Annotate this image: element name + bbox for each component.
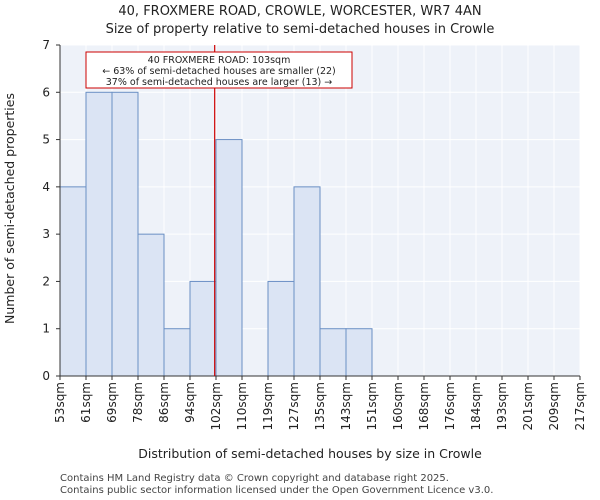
y-tick-label: 1 [42,322,50,336]
bar-135sqm [319,328,347,377]
histogram-chart: 0 1 2 3 4 5 6 7 53sqm 61sqm 69sqm 78sqm 86sqm 94sqm 10… [2,38,587,461]
x-tick-label: 201sqm [521,382,535,430]
footer-attribution-2: Contains public sector information licen… [60,485,494,496]
annotation-line-1: 40 FROXMERE ROAD: 103sqm [148,55,291,66]
bar-102sqm [215,139,243,377]
annotation-line-2: ← 63% of semi-detached houses are smalle… [102,66,336,77]
x-tick-label: 94sqm [183,382,197,423]
chart-subtitle: Size of property relative to semi-detach… [105,22,495,37]
bar-61sqm [85,91,113,377]
x-tick-label: 193sqm [495,382,509,430]
bar-119sqm [267,280,295,377]
y-axis-label: Number of semi-detached properties [2,93,17,324]
x-tick-label: 86sqm [157,382,171,423]
x-tick-label: 119sqm [261,382,275,430]
x-tick-label: 176sqm [443,382,457,430]
y-tick-label: 7 [42,38,50,52]
bar-69sqm [111,91,139,377]
x-tick-label: 151sqm [365,382,379,430]
bar-143sqm [345,328,373,377]
x-tick-label: 143sqm [339,382,353,430]
footer-attribution-1: Contains HM Land Registry data © Crown c… [60,473,449,484]
y-tick-label: 0 [42,369,50,383]
bar-127sqm [293,186,321,377]
annotation-box [85,51,353,89]
chart-title-address: 40, FROXMERE ROAD, CROWLE, WORCESTER, WR… [118,4,482,19]
y-tick-label: 4 [42,180,50,194]
y-tick-label: 6 [42,85,50,99]
x-tick-label: 69sqm [105,382,119,423]
x-tick-label: 78sqm [131,382,145,423]
x-tick-label: 184sqm [469,382,483,430]
annotation-line-3: 37% of semi-detached houses are larger (… [106,77,333,88]
x-tick-label: 217sqm [573,382,587,430]
x-tick-label: 160sqm [391,382,405,430]
x-tick-label: 168sqm [417,382,431,430]
y-tick-label: 5 [42,133,50,147]
x-tick-label: 127sqm [287,382,301,430]
bar-94sqm [189,280,217,377]
x-tick-label: 110sqm [235,382,249,430]
x-tick-label: 53sqm [53,382,67,423]
x-tick-label: 209sqm [547,382,561,430]
bar-78sqm [137,233,165,377]
x-axis-label: Distribution of semi-detached houses by … [138,446,482,461]
y-tick-label: 3 [42,227,50,241]
x-tick-label: 102sqm [209,382,223,430]
bar-53sqm [59,186,87,377]
bar-86sqm [163,328,191,377]
x-tick-label: 135sqm [313,382,327,430]
x-tick-label: 61sqm [79,382,93,423]
y-tick-label: 2 [42,274,50,288]
